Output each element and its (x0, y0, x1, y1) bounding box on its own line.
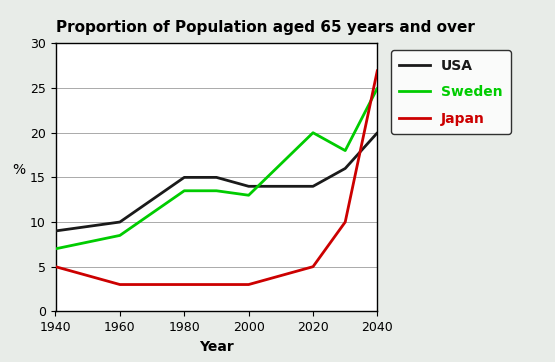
X-axis label: Year: Year (199, 340, 234, 354)
Text: Proportion of Population aged 65 years and over: Proportion of Population aged 65 years a… (56, 20, 475, 35)
Legend: USA, Sweden, Japan: USA, Sweden, Japan (391, 50, 511, 134)
Y-axis label: %: % (12, 163, 26, 177)
